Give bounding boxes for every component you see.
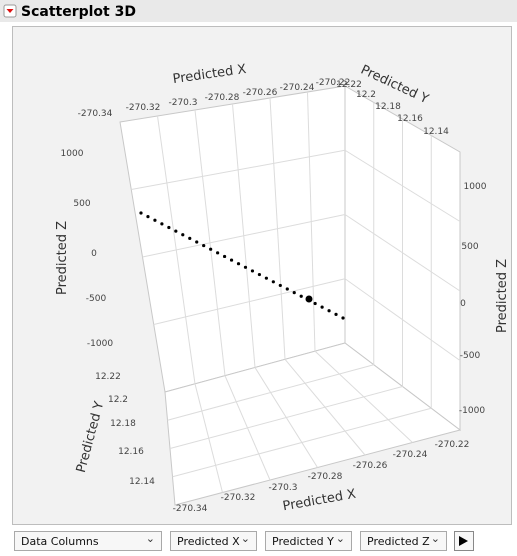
tick-label: 12.2	[356, 90, 376, 100]
grid-line	[169, 386, 403, 449]
point	[236, 262, 241, 266]
disclosure-icon	[6, 9, 14, 13]
tick-label: -270.34	[78, 109, 113, 119]
tick-label: 12.16	[397, 114, 423, 124]
z-dropdown[interactable]: Predicted Z	[360, 529, 447, 551]
point	[188, 236, 192, 240]
point	[278, 283, 282, 288]
next-icon	[459, 536, 468, 546]
point	[146, 215, 150, 219]
tick-label: -270.3	[168, 98, 197, 108]
point	[216, 251, 220, 255]
grid-line	[167, 364, 374, 421]
point	[320, 305, 324, 309]
point	[257, 272, 262, 277]
axis-label: Predicted Z	[55, 221, 70, 295]
tick-label: 12.18	[110, 419, 136, 429]
point	[327, 309, 331, 313]
tick-label: -500	[86, 294, 107, 304]
tick-label: 0	[460, 299, 466, 309]
y-dropdown[interactable]: Predicted Y	[265, 529, 352, 551]
point	[243, 265, 248, 269]
point	[229, 258, 234, 262]
tick-label: -270.22	[316, 78, 351, 88]
grid-line	[344, 149, 461, 222]
point	[222, 254, 227, 259]
tick-label: -270.3	[268, 483, 297, 493]
grid-line	[131, 149, 346, 190]
tick-label: -270.32	[126, 103, 161, 113]
tick-label: -270.34	[173, 504, 208, 514]
tick-label: -270.24	[393, 450, 428, 460]
tick-label: 1000	[464, 182, 487, 192]
grid-line	[344, 214, 461, 292]
tick-label: 500	[461, 242, 478, 252]
tick-label: 0	[91, 249, 97, 259]
x-dropdown[interactable]: Predicted X	[170, 529, 257, 551]
tick-label: -270.26	[243, 88, 278, 98]
point	[292, 291, 296, 295]
point	[250, 269, 255, 273]
tick-label: -270.24	[280, 83, 315, 93]
axis-label: Predicted Z	[495, 259, 510, 333]
data-columns-dropdown[interactable]: Data Columns	[14, 529, 162, 551]
walls	[119, 85, 462, 506]
tick-label: -1000	[459, 406, 485, 416]
tick-label: 12.2	[108, 395, 128, 405]
point	[264, 276, 268, 280]
point	[153, 218, 157, 222]
point	[341, 316, 345, 320]
point	[195, 240, 199, 244]
tick-label: 12.16	[118, 447, 144, 457]
grid-line	[172, 407, 432, 478]
tick-label: 1000	[61, 149, 84, 159]
point	[167, 225, 171, 230]
grid-line	[344, 278, 461, 361]
tick-label: 12.22	[336, 80, 362, 90]
tick-label: -270.28	[205, 93, 240, 103]
next-button[interactable]	[454, 531, 474, 551]
grid-line	[153, 278, 346, 325]
tick-label: -270.28	[308, 472, 343, 482]
title: Scatterplot 3D	[21, 4, 136, 20]
tick-label: 12.18	[375, 102, 401, 112]
point	[299, 294, 303, 298]
tick-label: 500	[73, 199, 90, 209]
point	[313, 301, 317, 306]
tick-label: -1000	[87, 339, 113, 349]
point	[271, 280, 275, 284]
point	[160, 222, 164, 226]
tick-label: -270.22	[435, 440, 470, 450]
tick-label: 12.22	[95, 372, 121, 382]
point	[181, 233, 185, 237]
tick-label: -270.26	[353, 461, 388, 471]
grid-line	[142, 214, 346, 258]
tick-label: 12.14	[423, 127, 449, 137]
point	[174, 229, 178, 233]
tick-label: -270.32	[221, 493, 256, 503]
point	[202, 243, 206, 248]
point	[139, 211, 143, 215]
tick-label: 12.14	[129, 477, 155, 487]
tick-label: -500	[460, 351, 481, 361]
point	[285, 287, 289, 291]
point-highlight	[305, 295, 313, 303]
points	[139, 211, 345, 320]
header-bar	[0, 0, 517, 22]
point	[209, 247, 213, 251]
point	[334, 312, 338, 316]
